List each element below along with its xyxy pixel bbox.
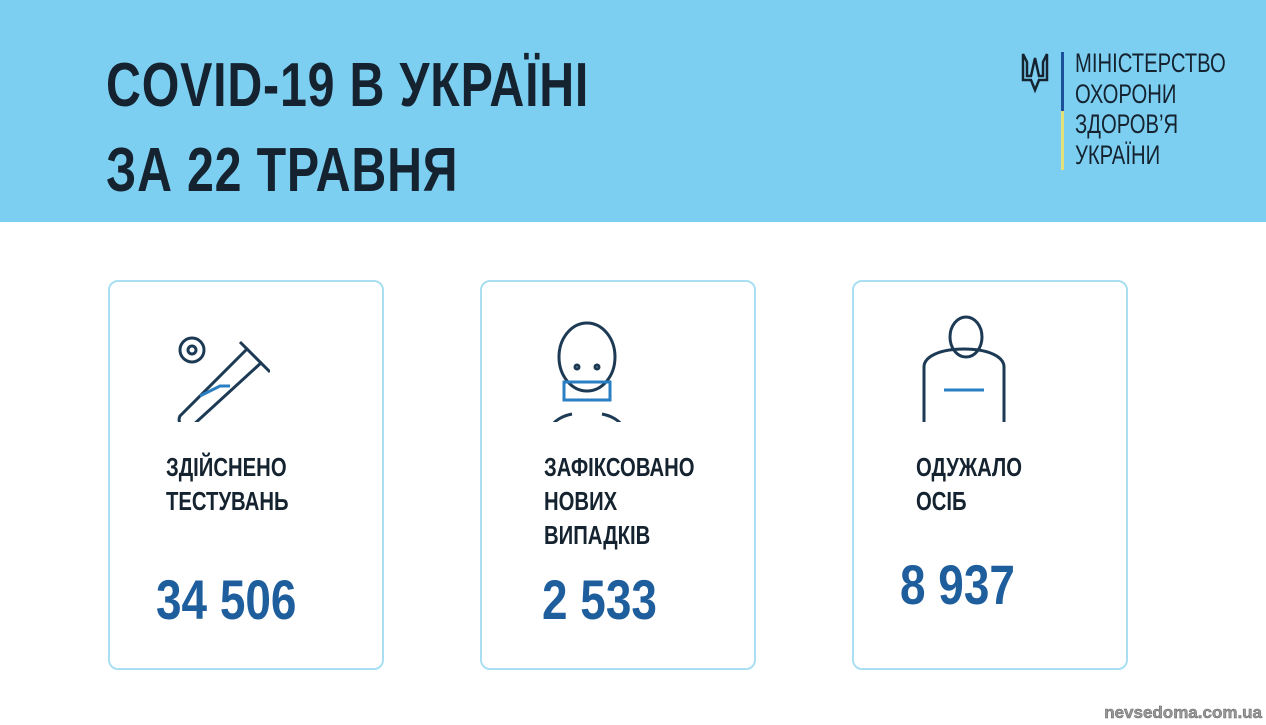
- card-label: ЗДІЙСНЕНО ТЕСТУВАНЬ: [166, 452, 289, 516]
- page-title: COVID-19 В УКРАЇНІ: [106, 51, 590, 120]
- card-recovered: ОДУЖАЛО ОСІБ 8 937: [852, 280, 1128, 670]
- card-new-cases: ЗАФІКСОВАНО НОВИХ ВИПАДКІВ 2 533: [480, 280, 756, 670]
- test-tube-virus-icon: [177, 336, 270, 422]
- recovered-person-icon: [922, 315, 1006, 422]
- header-banner: COVID-19 В УКРАЇНІ ЗА 22 ТРАВНЯ МІНІСТЕР…: [0, 0, 1266, 222]
- ministry-line: УКРАЇНИ: [1075, 139, 1161, 170]
- watermark: nevsedoma.com.ua: [1104, 703, 1262, 723]
- ministry-line: ОХОРОНИ: [1075, 78, 1177, 109]
- flag-divider: [1061, 52, 1064, 170]
- card-label: ОДУЖАЛО ОСІБ: [916, 452, 1023, 516]
- card-label: ЗАФІКСОВАНО НОВИХ ВИПАДКІВ: [544, 452, 695, 550]
- ministry-line: ЗДОРОВ’Я: [1075, 109, 1179, 139]
- recovered-count: 8 937: [900, 553, 1015, 616]
- new-cases-count: 2 533: [542, 568, 657, 631]
- masked-person-icon: [552, 321, 622, 422]
- ministry-logo-text: МІНІСТЕРСТВО ОХОРОНИ ЗДОРОВ’Я УКРАЇНИ: [1075, 48, 1226, 170]
- trident-icon: [1021, 53, 1049, 94]
- page-subtitle-date: ЗА 22 ТРАВНЯ: [106, 136, 459, 205]
- tests-count: 34 506: [156, 568, 297, 631]
- card-tests: ЗДІЙСНЕНО ТЕСТУВАНЬ 34 506: [108, 280, 384, 670]
- ministry-line: МІНІСТЕРСТВО: [1075, 48, 1226, 78]
